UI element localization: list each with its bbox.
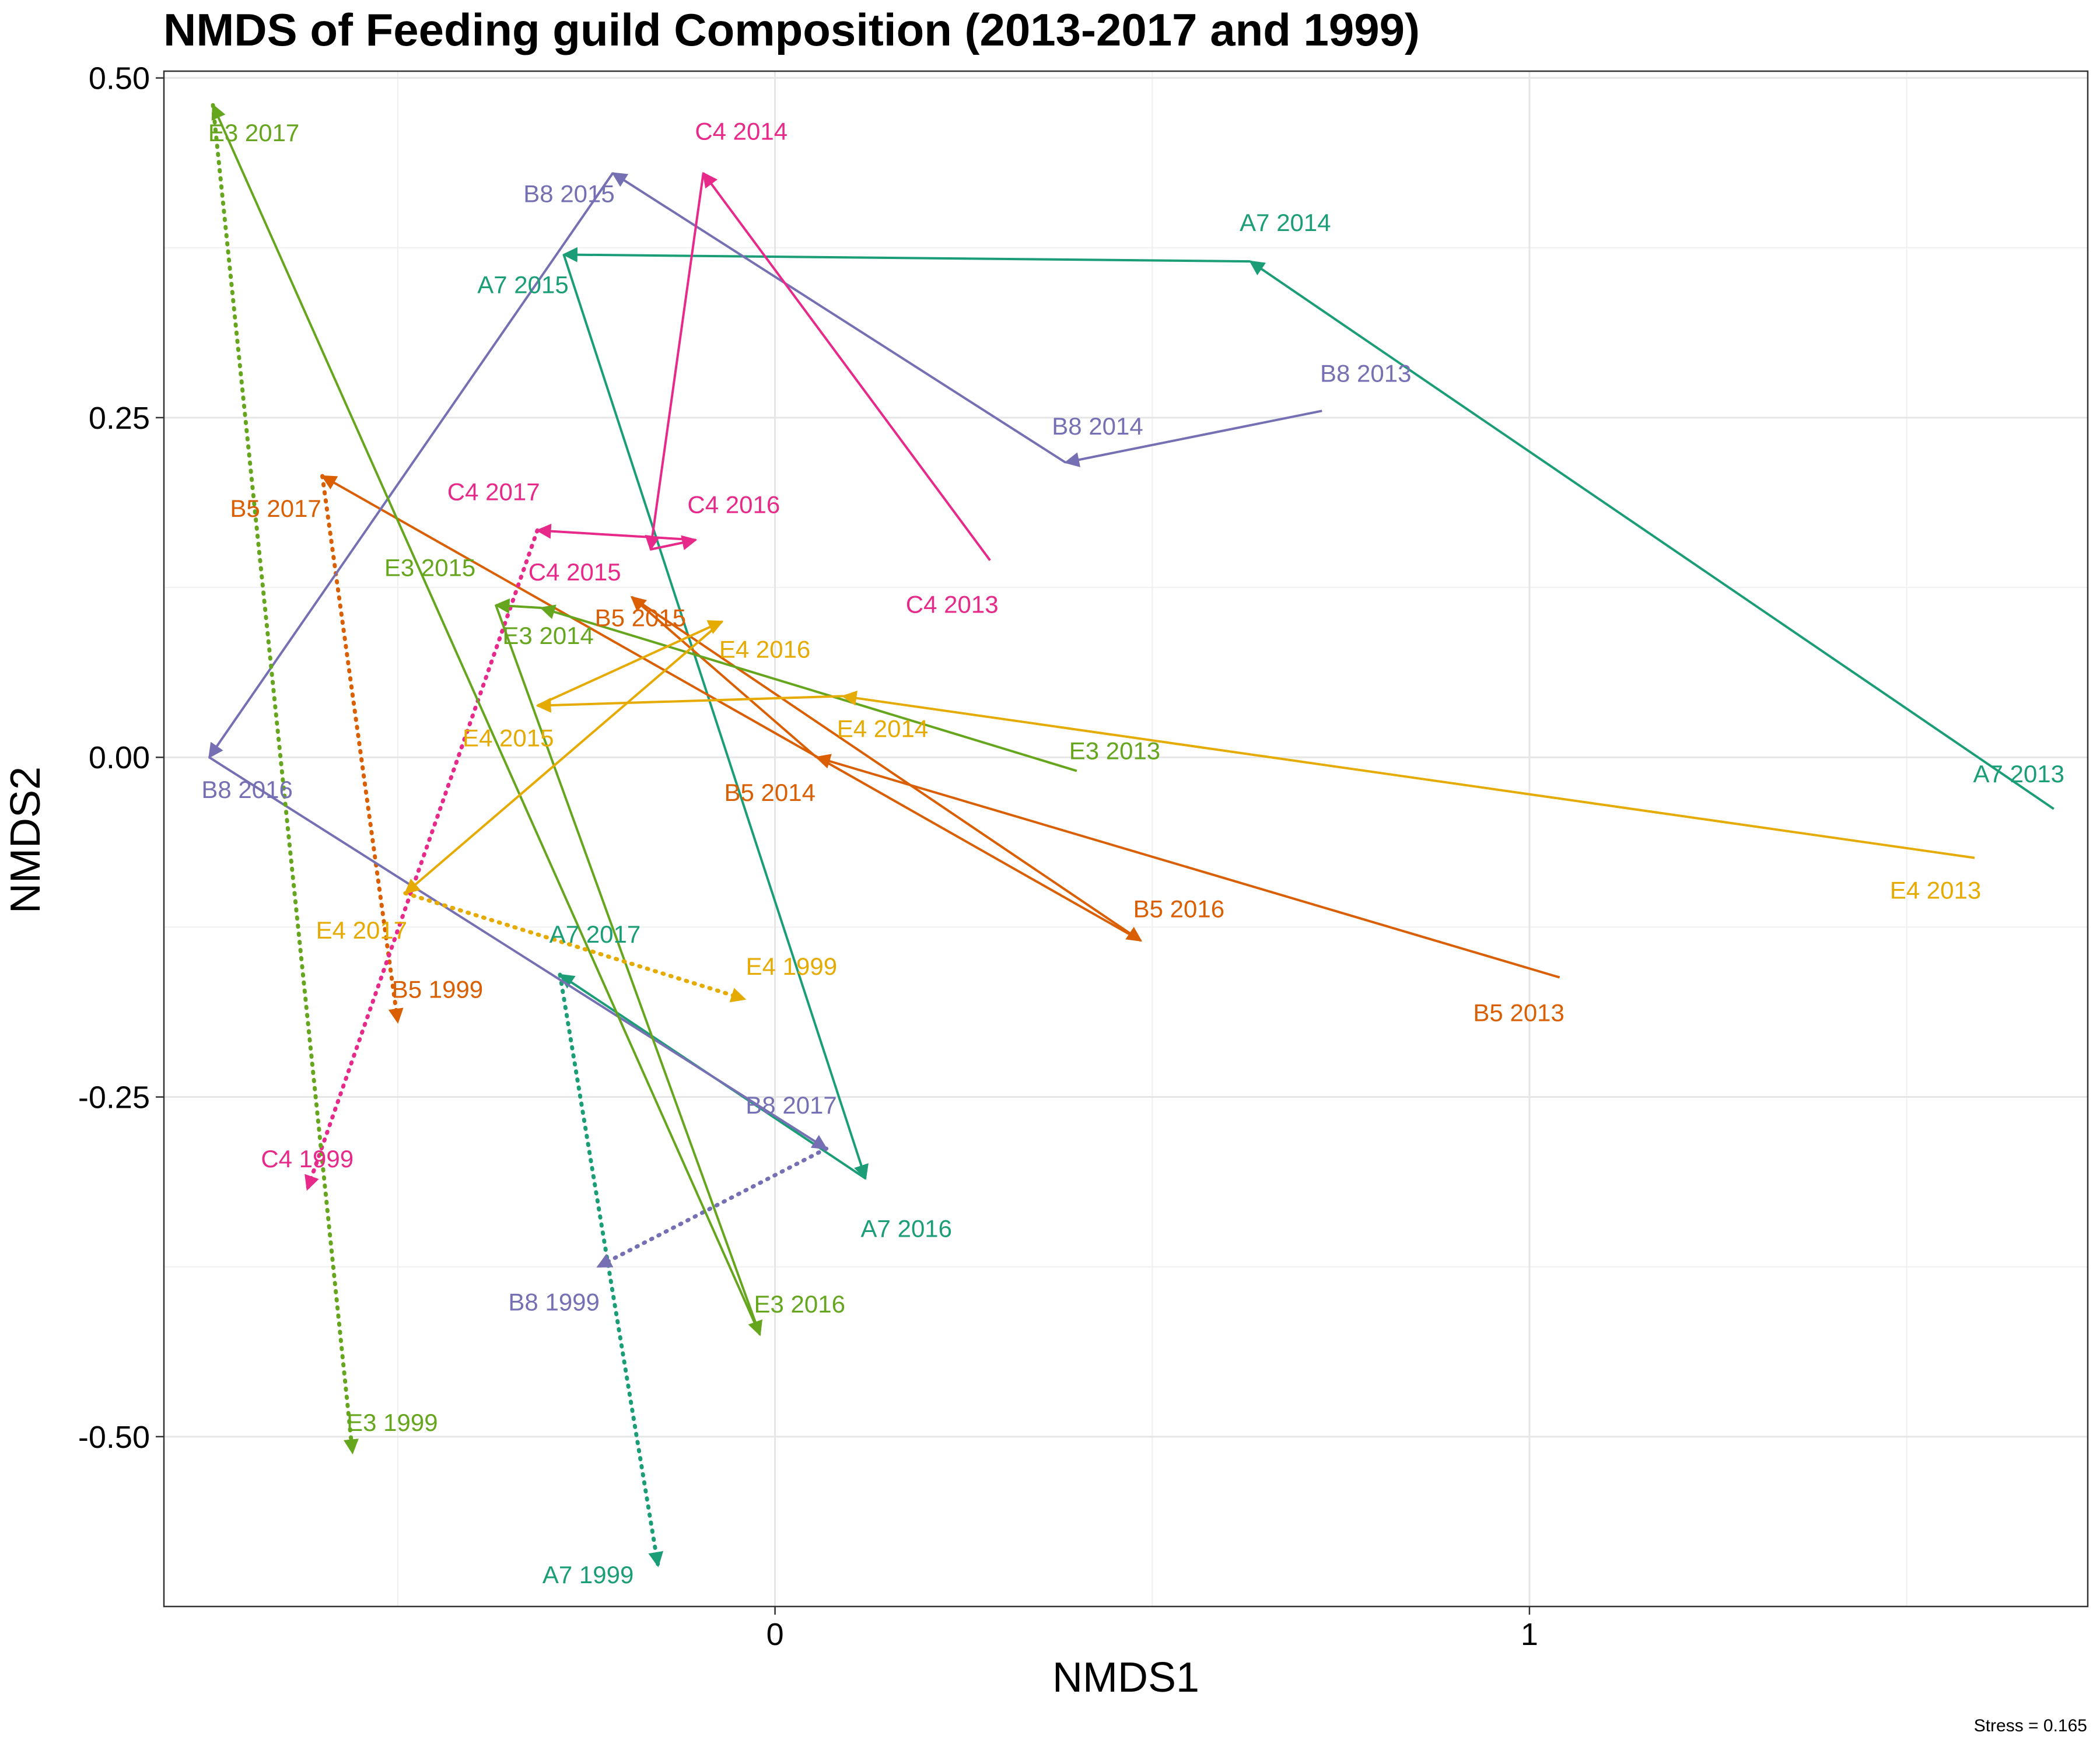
- baseline-segment: [596, 1146, 829, 1269]
- trajectory-segment: [540, 604, 1077, 772]
- point-label: A7 2016: [861, 1214, 952, 1242]
- trajectory-segment: [841, 690, 1975, 859]
- trajectory-segment: [562, 247, 1251, 263]
- x-axis-title: NMDS1: [1052, 1654, 1199, 1701]
- point-label: E3 2014: [502, 622, 593, 649]
- trajectory-segment: [211, 103, 761, 1335]
- trajectory-segment: [650, 535, 698, 551]
- series-e3: [211, 103, 1077, 1455]
- point-label: E4 2013: [1890, 877, 1981, 904]
- point-label: C4 1999: [261, 1145, 354, 1172]
- point-label: C4 2017: [447, 478, 540, 505]
- axes: 0 1 0.50 0.25 0.00 -0.25 -0.50: [78, 61, 1538, 1652]
- trajectory-segment: [562, 254, 869, 1180]
- point-label: C4 2016: [687, 491, 780, 519]
- y-tick-label: 0.25: [89, 401, 150, 436]
- point-label: B8 2016: [201, 776, 292, 803]
- trajectory-segment: [702, 172, 991, 561]
- point-label: B5 1999: [392, 975, 483, 1003]
- trajectory-segment: [404, 620, 723, 894]
- trajectory-segment: [208, 756, 828, 1150]
- series-b8: [208, 172, 1322, 1269]
- point-label: E4 2014: [837, 715, 928, 742]
- point-label: A7 2015: [477, 271, 568, 298]
- point-label: B5 2016: [1133, 895, 1224, 923]
- point-label: E3 2016: [754, 1290, 845, 1318]
- trajectory-segment: [815, 754, 1560, 979]
- trajectory-segment: [631, 596, 1143, 942]
- baseline-segment: [211, 103, 359, 1455]
- point-label: B5 2013: [1473, 999, 1564, 1027]
- point-label: B5 2015: [595, 604, 686, 631]
- grid-lines: [164, 71, 2088, 1606]
- trajectory-segment: [537, 620, 724, 707]
- point-label: C4 2014: [695, 118, 788, 145]
- baseline-segment: [403, 891, 747, 1003]
- point-label: A7 2013: [1973, 760, 2064, 788]
- point-label: B5 2017: [230, 495, 321, 522]
- plot-panel: [164, 71, 2088, 1606]
- y-tick-label: 0.50: [89, 61, 150, 96]
- y-tick-label: -0.50: [78, 1420, 150, 1455]
- trajectory-segment: [536, 695, 844, 713]
- trajectory-segment: [1249, 260, 2054, 810]
- baseline-segment: [320, 474, 404, 1024]
- point-label: E4 2017: [316, 916, 407, 944]
- point-label: A7 2014: [1240, 209, 1331, 236]
- series-c4: [304, 172, 991, 1192]
- point-label: B8 1999: [508, 1289, 599, 1316]
- point-label: E4 1999: [746, 953, 837, 980]
- point-label: B8 2014: [1052, 412, 1143, 440]
- point-label: E3 2015: [384, 554, 475, 581]
- baseline-segment: [558, 972, 664, 1568]
- point-label: B5 2014: [724, 779, 815, 806]
- series-e4: [403, 620, 1975, 1003]
- trajectory-segment: [630, 596, 818, 758]
- point-label: B8 2013: [1320, 359, 1411, 387]
- point-labels: A7 2013 A7 2014 A7 2015 A7 2016 A7 2017 A7 19…: [201, 118, 2064, 1588]
- x-tick-label: 0: [766, 1617, 784, 1652]
- point-label: B8 2017: [746, 1091, 836, 1119]
- point-label: A7 1999: [542, 1561, 634, 1588]
- baseline-segment: [304, 528, 540, 1192]
- point-label: E4 2016: [719, 635, 810, 663]
- plot-border: [163, 70, 2089, 1608]
- y-tick-label: 0.00: [89, 740, 150, 775]
- point-label: C4 2013: [906, 591, 999, 618]
- trajectory-segment: [645, 173, 705, 551]
- point-label: E3 2013: [1069, 737, 1160, 765]
- trajectory-segment: [611, 172, 1066, 464]
- x-tick-label: 1: [1521, 1617, 1538, 1652]
- trajectory-segment: [208, 172, 614, 759]
- y-tick-label: -0.25: [78, 1080, 150, 1115]
- trajectory-segment: [321, 475, 1142, 942]
- y-axis-title: NMDS2: [2, 766, 49, 914]
- point-label: E3 2017: [208, 119, 299, 146]
- series-layer: [208, 103, 2054, 1568]
- point-label: C4 2015: [528, 558, 621, 586]
- chart-title: NMDS of Feeding guild Composition (2013-…: [163, 4, 1420, 55]
- point-label: B8 2015: [523, 180, 614, 208]
- stress-note: Stress = 0.165: [1974, 1716, 2087, 1735]
- series-b5: [320, 474, 1560, 1024]
- trajectory-segment: [536, 523, 696, 541]
- point-label: E4 2015: [463, 724, 554, 752]
- trajectory-segment: [1063, 410, 1322, 467]
- point-label: A7 2017: [550, 921, 640, 948]
- trajectory-segment: [494, 598, 541, 614]
- point-label: E3 1999: [346, 1409, 438, 1436]
- trajectory-segment: [495, 604, 762, 1336]
